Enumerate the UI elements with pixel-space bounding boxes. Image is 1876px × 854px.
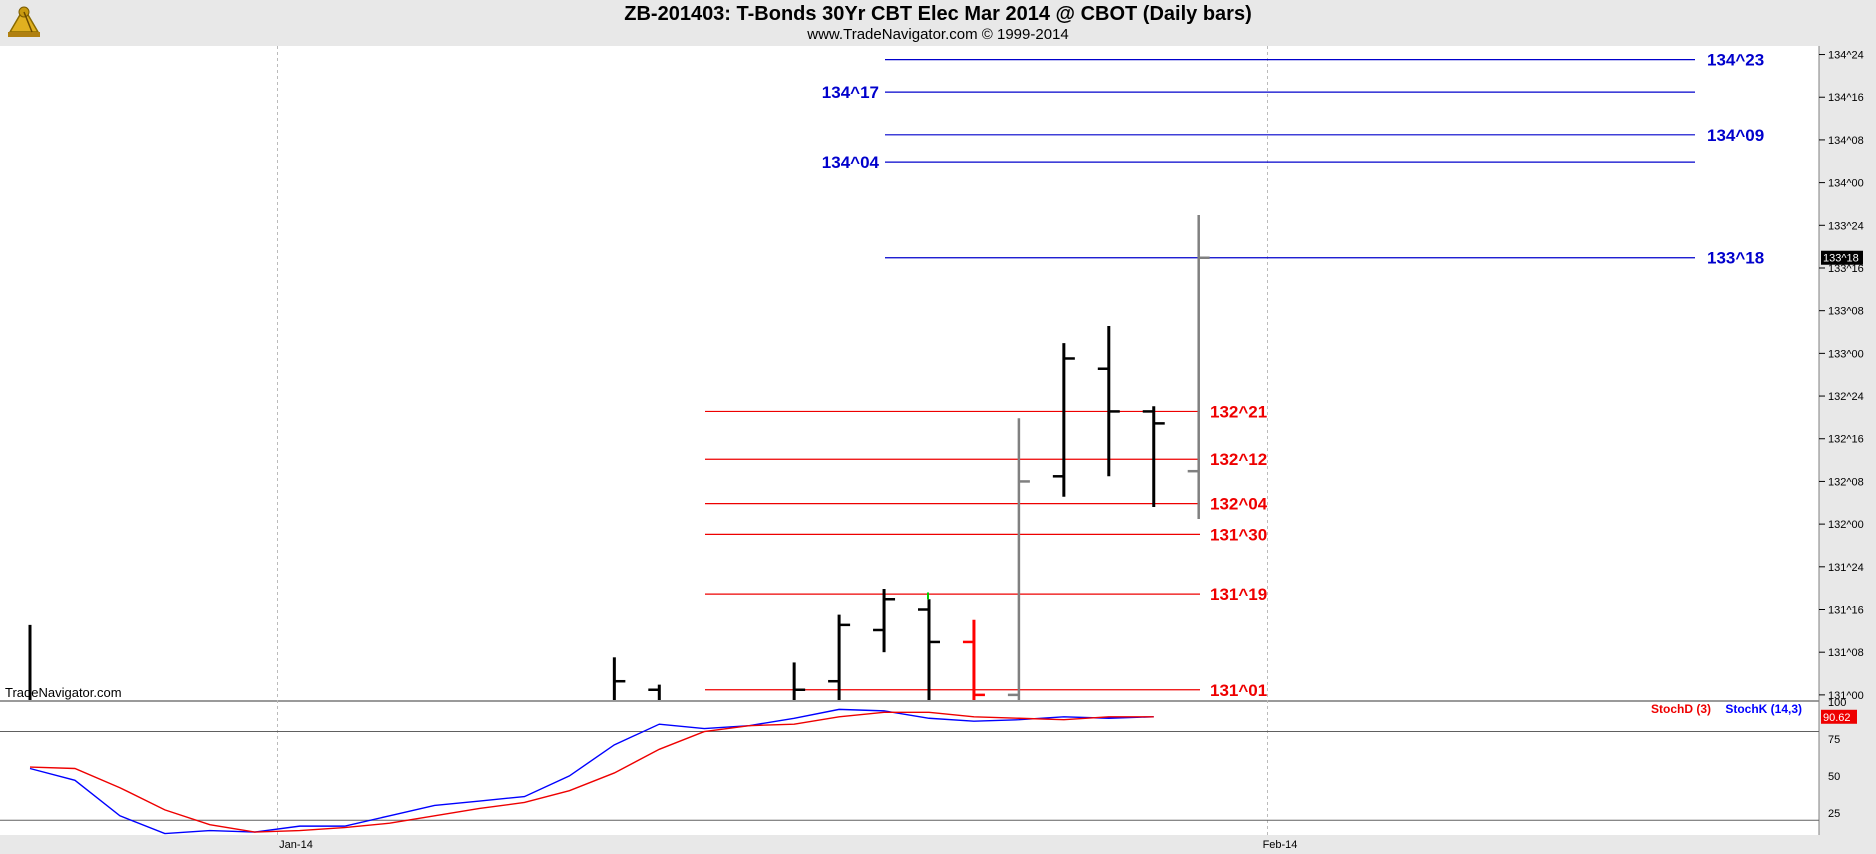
- y-tick-label: 134^00: [1828, 178, 1864, 190]
- y-tick-label: 133^24: [1828, 220, 1864, 232]
- level-label: 134^23: [1707, 51, 1764, 70]
- stoch-tick-label: 100: [1828, 697, 1846, 709]
- x-tick-jan: Jan-14: [279, 839, 313, 851]
- stoch-tick-label: 25: [1828, 808, 1840, 820]
- stochd-line: [29, 711, 1154, 833]
- level-label: 132^12: [1210, 450, 1267, 469]
- y-tick-label: 131^16: [1828, 604, 1864, 616]
- level-label: 134^09: [1707, 126, 1764, 145]
- level-label: 132^04: [1210, 495, 1268, 514]
- last-price-badge: [1821, 250, 1863, 265]
- y-tick-label: 132^16: [1828, 434, 1864, 446]
- stochk-line: [29, 708, 1154, 835]
- sextant-icon: [2, 2, 46, 42]
- chart-title: ZB-201403: T-Bonds 30Yr CBT Elec Mar 201…: [624, 3, 1252, 25]
- y-tick-label: 131^08: [1828, 647, 1864, 659]
- stoch-tick-label: 50: [1828, 771, 1840, 783]
- y-tick-label: 133^00: [1828, 348, 1864, 360]
- y-tick-label: 134^08: [1828, 135, 1864, 147]
- price-pane: [0, 46, 1819, 700]
- y-tick-label: 131^24: [1828, 562, 1864, 574]
- y-tick-label: 134^24: [1828, 50, 1864, 62]
- watermark: TradeNavigator.com: [5, 685, 122, 700]
- level-label: 132^21: [1210, 402, 1267, 421]
- stoch-last-badge: [1821, 709, 1857, 724]
- level-label: 134^04: [822, 153, 880, 172]
- y-tick-label: 132^08: [1828, 476, 1864, 488]
- y-tick-label: 133^08: [1828, 306, 1864, 318]
- y-tick-label: 134^16: [1828, 92, 1864, 104]
- legend-stochd: StochD (3): [1651, 702, 1711, 716]
- last-price-label: 133^18: [1823, 253, 1859, 265]
- y-tick-label: 132^24: [1828, 391, 1864, 403]
- stochastic-pane: [0, 702, 1819, 835]
- level-label: 133^18: [1707, 249, 1764, 268]
- chart-subtitle: www.TradeNavigator.com © 1999-2014: [807, 26, 1069, 43]
- y-tick-label: 131^00: [1828, 690, 1864, 702]
- level-label: 131^19: [1210, 585, 1267, 604]
- stoch-last-label: 90.62: [1823, 712, 1851, 724]
- stoch-tick-label: 75: [1828, 734, 1840, 746]
- legend-stochk: StochK (14,3): [1725, 702, 1802, 716]
- level-label: 131^01: [1210, 681, 1267, 700]
- x-tick-feb: Feb-14: [1263, 839, 1298, 851]
- y-tick-label: 132^00: [1828, 519, 1864, 531]
- y-tick-label: 133^16: [1828, 263, 1864, 275]
- level-label: 134^17: [822, 83, 879, 102]
- level-label: 131^30: [1210, 525, 1267, 544]
